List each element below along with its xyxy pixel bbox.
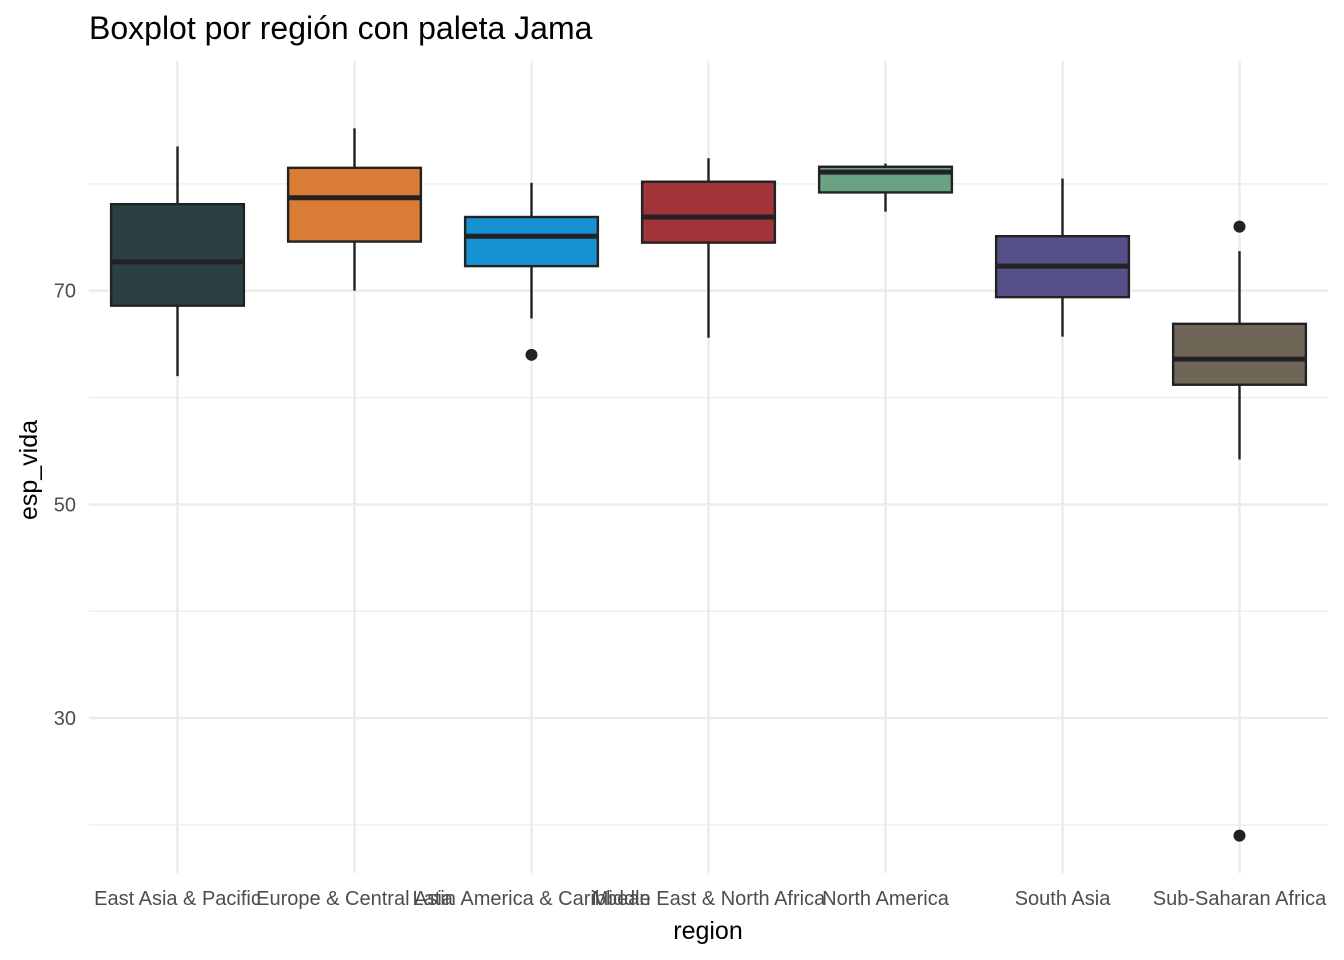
y-tick-label: 30	[54, 708, 76, 730]
x-tick-label: North America	[822, 888, 950, 910]
box-group	[1171, 220, 1308, 842]
y-tick-labels: 30 50 70	[54, 281, 76, 730]
x-tick-label: Middle East & North Africa	[592, 888, 826, 910]
x-tick-label: Europe & Central Asia	[256, 888, 454, 910]
y-tick-label: 50	[54, 494, 76, 516]
box-group	[109, 146, 246, 377]
box-rect	[640, 180, 777, 244]
y-tick-label: 70	[54, 281, 76, 303]
box-rect	[463, 215, 600, 268]
box-group	[463, 182, 600, 361]
box-rect	[286, 166, 423, 243]
chart-title: Boxplot por región con paleta Jama	[89, 10, 593, 46]
box-layer	[109, 128, 1308, 842]
x-axis-title: region	[673, 917, 743, 945]
box-group	[817, 163, 954, 212]
box-rect	[1171, 322, 1308, 386]
x-tick-label: Sub-Saharan Africa	[1153, 888, 1327, 910]
box-group	[640, 158, 777, 338]
x-tick-label: East Asia & Pacific	[94, 888, 261, 910]
box-group	[286, 128, 423, 291]
box-rect	[109, 202, 246, 307]
x-tick-label: Latin America & Caribbean	[413, 888, 651, 910]
outlier-point	[1233, 829, 1246, 842]
outlier-point	[525, 348, 538, 361]
box-group	[994, 178, 1131, 337]
x-tick-label: South Asia	[1015, 888, 1112, 910]
y-axis-title: esp_vida	[15, 420, 43, 520]
outlier-point	[1233, 220, 1246, 233]
